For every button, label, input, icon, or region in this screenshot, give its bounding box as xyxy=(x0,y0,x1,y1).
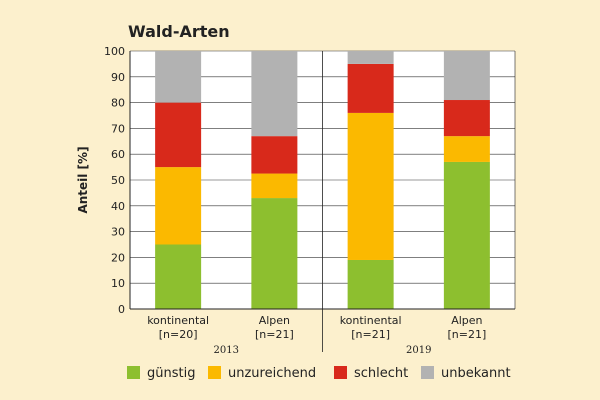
y-tick-label: 30 xyxy=(111,226,125,239)
x-tick-sample-size: [n=21] xyxy=(447,328,486,341)
bar-segment-unzureichend xyxy=(251,173,298,199)
x-tick-sample-size: [n=21] xyxy=(351,328,390,341)
y-tick-label: 40 xyxy=(111,200,125,213)
bar-segment-unbekannt xyxy=(443,51,490,101)
group-label: 2019 xyxy=(406,345,431,356)
y-tick-label: 90 xyxy=(111,71,125,84)
bar-segment-schlecht xyxy=(155,102,202,168)
legend-label: schlecht xyxy=(354,366,408,381)
bar-segment-schlecht xyxy=(347,63,394,113)
y-tick-label: 60 xyxy=(111,148,125,161)
bar-segment-unzureichend xyxy=(155,167,202,245)
bar-segment-unbekannt xyxy=(251,51,298,137)
x-tick-label: kontinental xyxy=(340,314,402,327)
bar-segment-schlecht xyxy=(251,136,298,174)
y-axis-label: Anteil [%] xyxy=(76,146,90,213)
chart-title: Wald-Arten xyxy=(128,22,230,41)
bar-segment-unbekannt xyxy=(347,51,394,64)
bar-segment-günstig xyxy=(155,244,202,309)
legend-label: unbekannt xyxy=(441,366,511,381)
x-tick-label: Alpen xyxy=(259,314,290,327)
y-tick-label: 0 xyxy=(118,303,125,316)
legend-label: günstig xyxy=(147,366,195,381)
y-tick-label: 10 xyxy=(111,277,125,290)
bar-segment-günstig xyxy=(251,198,298,309)
x-tick-label: kontinental xyxy=(147,314,209,327)
bar-segment-unbekannt xyxy=(155,51,202,103)
legend-label: unzureichend xyxy=(228,366,316,381)
bar-segment-günstig xyxy=(347,259,394,309)
bar-segment-schlecht xyxy=(443,100,490,137)
bar-segment-unzureichend xyxy=(347,112,394,260)
legend-swatch-schlecht xyxy=(334,366,347,379)
y-tick-label: 20 xyxy=(111,251,125,264)
y-tick-label: 50 xyxy=(111,174,125,187)
x-tick-label: Alpen xyxy=(451,314,482,327)
legend-swatch-günstig xyxy=(127,366,140,379)
x-tick-sample-size: [n=20] xyxy=(159,328,198,341)
bar-segment-günstig xyxy=(443,161,490,309)
y-tick-label: 70 xyxy=(111,122,125,135)
y-tick-label: 100 xyxy=(104,45,125,58)
group-label: 2013 xyxy=(214,345,239,356)
bar-segment-unzureichend xyxy=(443,136,490,162)
x-tick-sample-size: [n=21] xyxy=(255,328,294,341)
y-tick-label: 80 xyxy=(111,97,125,110)
legend-swatch-unzureichend xyxy=(208,366,221,379)
legend-swatch-unbekannt xyxy=(421,366,434,379)
